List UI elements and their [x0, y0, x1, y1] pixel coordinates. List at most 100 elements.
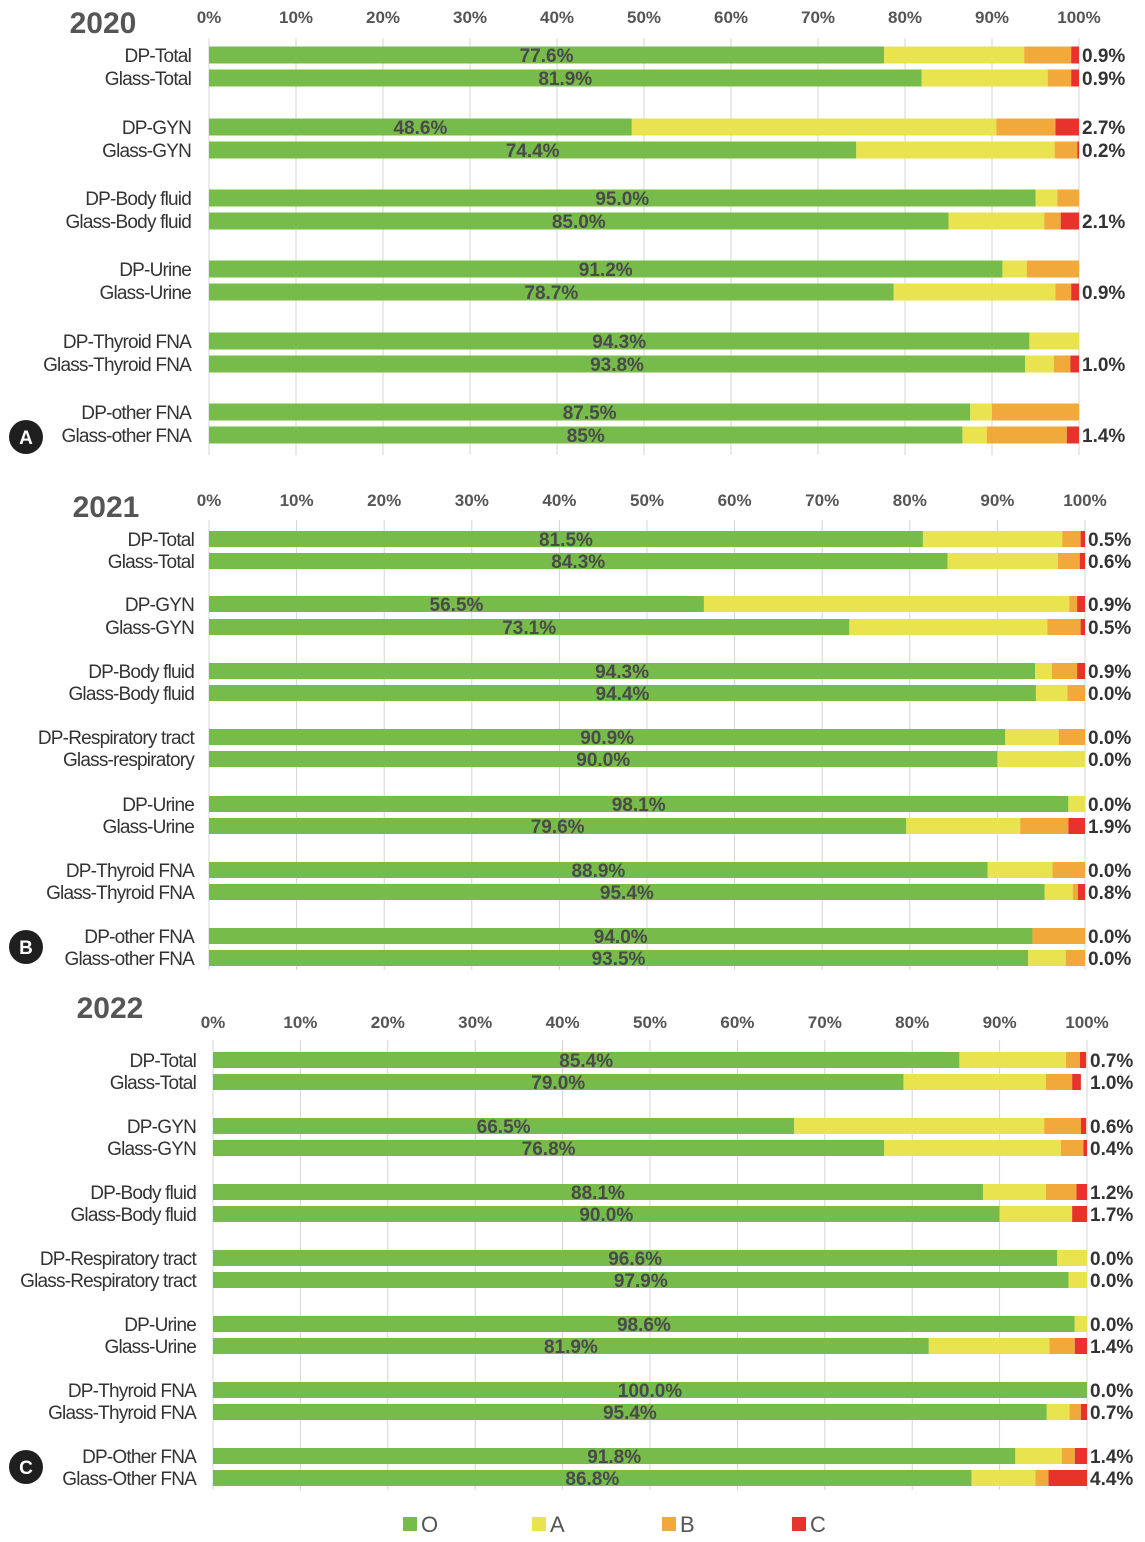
bar-segment-a	[1044, 884, 1073, 900]
data-label-o: 56.5%	[430, 595, 484, 616]
bar-segment-o	[213, 1382, 1087, 1398]
bar-segment-c	[1071, 69, 1079, 87]
data-label-o: 91.8%	[587, 1447, 641, 1468]
bar-segment-b	[1026, 260, 1079, 278]
data-label-c: 1.0%	[1090, 1073, 1133, 1094]
data-label-c: 0.0%	[1088, 861, 1131, 882]
bar-segment-c	[1071, 46, 1079, 64]
data-label-c: 0.0%	[1088, 795, 1131, 816]
data-label-c: 2.1%	[1082, 212, 1125, 233]
bar-segment-c	[1076, 1184, 1087, 1200]
data-label-c: 1.9%	[1088, 817, 1131, 838]
bar-segment-a	[1068, 1272, 1087, 1288]
bar-segment-b	[1044, 1118, 1081, 1134]
data-label-o: 98.6%	[617, 1315, 671, 1336]
bar-segment-o	[213, 1206, 1000, 1222]
x-tick-label: 30%	[453, 8, 487, 27]
x-tick-label: 40%	[546, 1013, 580, 1032]
category-label: Glass-Total	[105, 69, 191, 90]
panel-badge-letter: B	[19, 938, 33, 959]
x-tick-label: 60%	[714, 8, 748, 27]
legend-label: C	[810, 1512, 826, 1537]
panel-badge-circle	[9, 930, 43, 964]
legend-item-c: C	[792, 1512, 826, 1537]
bar-row: Glass-Respiratory tract 97.9% 0.0%	[20, 1271, 1133, 1292]
x-tick-label: 20%	[371, 1013, 405, 1032]
bar-segment-a	[959, 1052, 1067, 1068]
bar-segment-o	[209, 332, 1030, 350]
data-label-c: 0.0%	[1088, 684, 1131, 705]
bar-row: Glass-Urine 79.6% 1.9%	[103, 817, 1132, 838]
bar-segment-a	[856, 141, 1055, 159]
data-label-o: 85.0%	[552, 212, 606, 233]
legend-item-b: B	[662, 1512, 695, 1537]
panel-title: 2022	[77, 992, 144, 1025]
data-label-c: 0.2%	[1082, 141, 1125, 162]
bar-segment-o	[213, 1470, 972, 1486]
data-label-o: 93.5%	[592, 949, 646, 970]
category-label: DP-other FNA	[84, 927, 195, 948]
bar-segment-a	[922, 531, 1063, 547]
bar-segment-o	[209, 596, 704, 612]
x-tick-label: 0%	[197, 8, 222, 27]
category-label: Glass-Body fluid	[68, 684, 194, 705]
data-label-o: 79.0%	[531, 1073, 585, 1094]
legend-swatch	[532, 1517, 546, 1531]
bar-row: DP-other FNA 94.0% 0.0%	[84, 927, 1131, 948]
data-label-o: 85%	[567, 426, 605, 447]
category-label: DP-Thyroid FNA	[66, 861, 195, 882]
data-label-o: 88.1%	[571, 1183, 625, 1204]
bar-segment-a	[1035, 663, 1052, 679]
panel-badge-letter: C	[19, 1458, 33, 1479]
data-label-c: 0.0%	[1088, 750, 1131, 771]
category-label: Glass-Total	[110, 1073, 196, 1094]
bar-segment-b	[1066, 1052, 1081, 1068]
bar-row: DP-Respiratory tract 90.9% 0.0%	[38, 728, 1132, 749]
data-label-c: 0.6%	[1090, 1117, 1133, 1138]
bar-segment-a	[1005, 729, 1059, 745]
bar-segment-o	[213, 1272, 1069, 1288]
data-label-o: 77.6%	[520, 46, 574, 67]
data-label-o: 87.5%	[563, 403, 617, 424]
bar-segment-c	[1071, 283, 1079, 301]
category-label: Glass-Body fluid	[65, 212, 191, 233]
bar-segment-a	[1035, 685, 1068, 701]
bar-segment-a	[884, 46, 1025, 64]
data-label-c: 0.0%	[1090, 1271, 1133, 1292]
panel-a: 2020 0% 10% 20% 30% 40% 50% 60% 70% 80% 90% 100% DP-…	[9, 7, 1125, 455]
bar-segment-c	[1080, 531, 1085, 547]
x-tick-label: 70%	[801, 8, 835, 27]
bar-row: DP-Thyroid FNA 100.0% 0.0%	[68, 1381, 1134, 1402]
panel-title: 2021	[73, 491, 140, 524]
bar-segment-a	[849, 619, 1048, 635]
data-label-o: 78.7%	[524, 283, 578, 304]
category-label: DP-Body fluid	[88, 662, 194, 683]
legend-swatch	[403, 1517, 417, 1531]
bar-segment-b	[1057, 553, 1080, 569]
bar-segment-o	[213, 1316, 1075, 1332]
bar-segment-c	[1074, 1338, 1087, 1354]
bar-segment-b	[1069, 596, 1078, 612]
x-tick-label: 70%	[808, 1013, 842, 1032]
data-label-c: 0.9%	[1082, 283, 1125, 304]
category-label: DP-Other FNA	[82, 1447, 197, 1468]
x-tick-label: 30%	[455, 491, 489, 510]
legend-item-o: O	[403, 1512, 438, 1537]
bar-segment-a	[982, 1184, 1046, 1200]
bar-segment-c	[1080, 619, 1085, 635]
panel-badge-circle	[9, 420, 43, 454]
data-label-c: 0.0%	[1088, 927, 1131, 948]
bar-row: DP-GYN 66.5% 0.6%	[127, 1117, 1134, 1138]
data-label-o: 94.3%	[592, 332, 646, 353]
legend-swatch	[792, 1517, 806, 1531]
bar-segment-o	[209, 619, 850, 635]
bar-segment-a	[928, 1338, 1050, 1354]
bar-row: DP-Total 85.4% 0.7%	[130, 1051, 1134, 1072]
category-label: Glass-Thyroid FNA	[43, 355, 192, 376]
bar-segment-a	[947, 553, 1058, 569]
bar-segment-a	[970, 403, 992, 421]
data-label-c: 1.4%	[1090, 1447, 1133, 1468]
bar-segment-a	[1025, 355, 1054, 373]
bar-row: Glass-Other FNA 86.8% 4.4%	[62, 1469, 1133, 1490]
bar-segment-b	[1049, 1338, 1075, 1354]
